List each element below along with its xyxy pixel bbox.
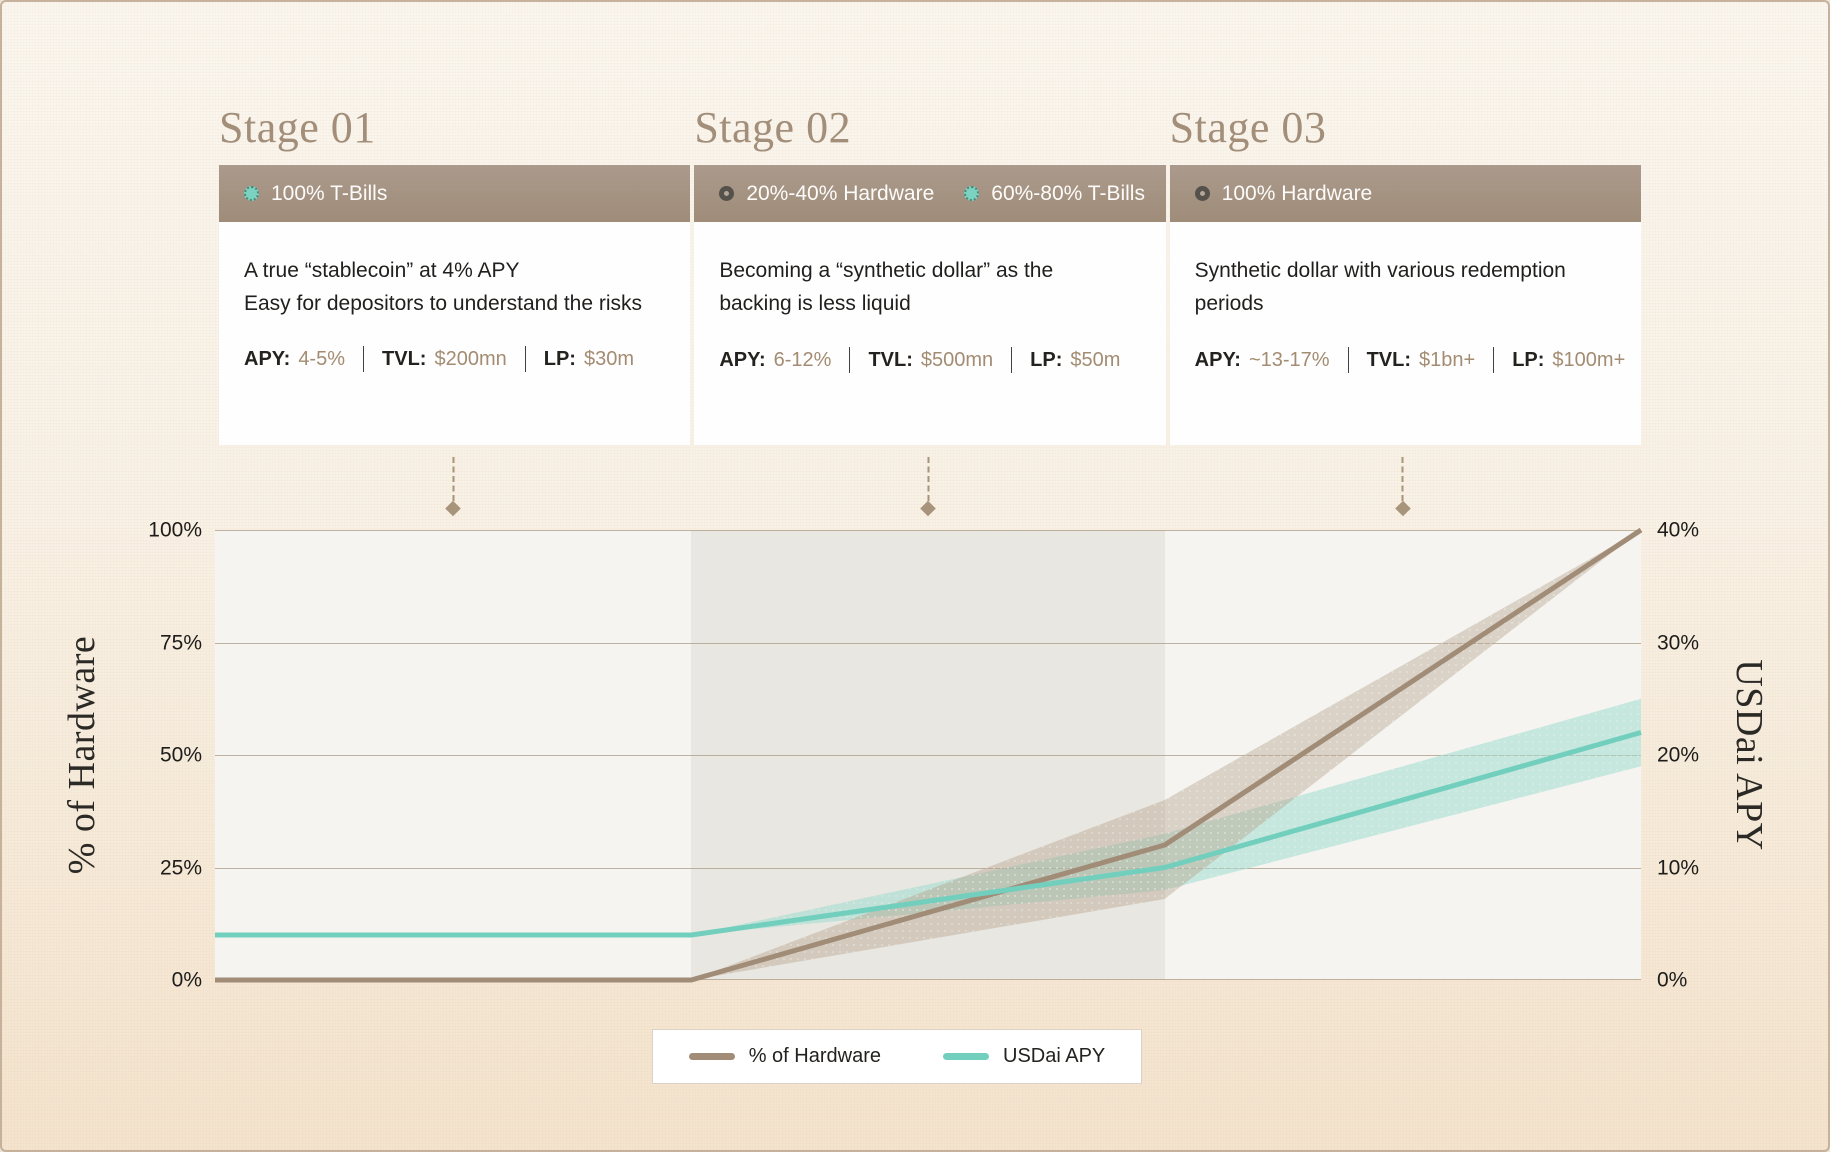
right-tick: 20% — [1657, 743, 1700, 767]
stat-divider — [1011, 347, 1013, 374]
allocation-label: 100% Hardware — [1221, 181, 1373, 205]
chart-plot-area — [215, 527, 1643, 983]
dashed-line — [1401, 457, 1404, 501]
hardware-line — [215, 527, 1643, 983]
tvl-stat: TVL: $1bn+ — [1366, 348, 1476, 371]
stage-3-column: Stage 03 100% Hardware Synthetic dollar … — [1169, 103, 1641, 445]
usdai-apy-series — [215, 698, 1641, 935]
legend-label: USDai APY — [1003, 1045, 1106, 1067]
hardware-dot-icon — [1194, 186, 1210, 201]
lp-stat: LP: $50m — [1030, 348, 1121, 371]
apy-stat: APY: 4-5% — [244, 347, 346, 370]
dashed-line — [452, 457, 455, 501]
gridline-100 — [215, 530, 1641, 531]
legend-item-usdai: USDai APY — [943, 1045, 1105, 1068]
allocation-label: 20%-40% Hardware — [746, 181, 935, 205]
hardware-dot-icon — [719, 186, 735, 201]
diamond-icon — [1395, 500, 1411, 517]
stage-1-stats: APY: 4-5% TVL: $200mn LP: $30m — [244, 346, 665, 373]
stage-3-card-body: Synthetic dollar with various redemption… — [1170, 222, 1641, 374]
right-axis-ticks: 40% 30% 20% 10% 0% — [1657, 520, 1777, 991]
left-axis-ticks: 100% 75% 50% 25% 0% — [2, 520, 202, 991]
stage-1-card-header: 100% T-Bills — [219, 165, 691, 222]
stage-3-stats: APY: ~13-17% TVL: $1bn+ LP: $100m+ — [1194, 347, 1625, 374]
stat-divider — [849, 347, 851, 374]
gridline-75 — [215, 642, 1641, 644]
right-tick: 30% — [1657, 631, 1700, 654]
gridline-25 — [215, 867, 1641, 869]
left-tick: 0% — [171, 968, 202, 992]
gridline-0 — [215, 979, 1641, 980]
stage-2-title: Stage 02 — [694, 103, 852, 152]
stage-2-card-header: 20%-40% Hardware 60%-80% T-Bills — [694, 165, 1166, 222]
allocation-label: 60%-80% T-Bills — [991, 181, 1145, 205]
stages-row: Stage 01 100% T-Bills A true “stablecoin… — [219, 105, 1641, 445]
stage-2-card: 20%-40% Hardware 60%-80% T-Bills Becomin… — [694, 165, 1166, 445]
stage-2-connector — [920, 457, 936, 517]
stat-divider — [1347, 347, 1349, 374]
left-tick: 50% — [159, 743, 202, 767]
diamond-icon — [445, 500, 461, 517]
left-tick: 75% — [159, 631, 202, 654]
tbills-dot-icon — [244, 186, 259, 201]
tbills-dot-icon — [964, 186, 980, 201]
stat-divider — [524, 346, 526, 373]
band-dot-texture — [215, 530, 1641, 980]
stage-2-tbills-badge: 60%-80% T-Bills — [964, 182, 1145, 206]
stage-2-stats: APY: 6-12% TVL: $500mn LP: $50m — [719, 347, 1140, 374]
stage-1-card-body: A true “stablecoin” at 4% APY Easy for d… — [219, 222, 690, 373]
stage-3-card-header: 100% Hardware — [1169, 165, 1641, 222]
stage-2-card-body: Becoming a “synthetic dollar” as the bac… — [694, 222, 1165, 374]
chart-legend: % of Hardware USDai APY — [652, 1029, 1142, 1084]
right-tick: 10% — [1657, 856, 1700, 879]
right-tick: 40% — [1657, 518, 1700, 542]
tvl-stat: TVL: $500mn — [868, 348, 994, 371]
stage-3-title: Stage 03 — [1169, 103, 1327, 152]
chart-svg — [215, 527, 1643, 983]
stage-description-line: Easy for depositors to understand the ri… — [244, 291, 643, 315]
stage-1-connector — [445, 457, 461, 517]
right-tick: 0% — [1657, 968, 1688, 992]
stage-2-hardware-badge: 20%-40% Hardware — [719, 182, 934, 206]
stage-3-hardware-badge: 100% Hardware — [1194, 181, 1373, 206]
lp-stat: LP: $100m+ — [1512, 348, 1626, 371]
allocation-label: 100% T-Bills — [271, 181, 388, 205]
left-tick: 100% — [148, 518, 202, 542]
stage-1-column: Stage 01 100% T-Bills A true “stablecoin… — [219, 103, 691, 445]
stage-1-card: 100% T-Bills A true “stablecoin” at 4% A… — [219, 165, 691, 445]
legend-label: % of Hardware — [748, 1045, 881, 1067]
lp-stat: LP: $30m — [543, 347, 634, 370]
usdai-line-swatch — [943, 1053, 989, 1060]
apy-stat: APY: ~13-17% — [1194, 348, 1330, 371]
legend-item-hardware: % of Hardware — [688, 1045, 881, 1068]
band-dot-texture — [215, 698, 1641, 935]
stage-3-connector — [1395, 457, 1411, 517]
stage-description-line: Synthetic dollar with various redemption… — [1194, 259, 1566, 315]
stage-2-column: Stage 02 20%-40% Hardware 60%-80% T-Bill… — [694, 103, 1166, 445]
stage-description-line: A true “stablecoin” at 4% APY — [244, 259, 520, 282]
stage-3-card: 100% Hardware Synthetic dollar with vari… — [1169, 165, 1641, 445]
diamond-icon — [920, 500, 936, 517]
usdai-apy-line — [215, 730, 1642, 938]
gridline-50 — [215, 755, 1641, 756]
stat-divider — [1493, 347, 1495, 374]
hardware-line-swatch — [688, 1053, 735, 1060]
stat-divider — [363, 346, 365, 373]
stage-1-allocation-badge: 100% T-Bills — [244, 182, 387, 206]
hardware-series — [215, 530, 1641, 980]
apy-stat: APY: 6-12% — [719, 348, 832, 371]
stage-1-title: Stage 01 — [219, 103, 376, 152]
tvl-stat: TVL: $200mn — [382, 347, 507, 370]
left-tick: 25% — [159, 856, 202, 879]
stage-description-line: Becoming a “synthetic dollar” as the bac… — [719, 259, 1054, 315]
dashed-line — [927, 457, 929, 501]
